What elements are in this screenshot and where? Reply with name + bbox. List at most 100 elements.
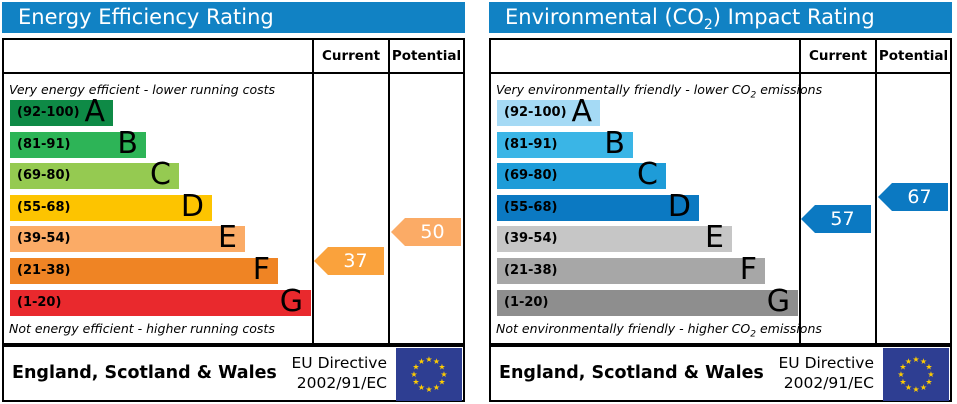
title-text-tail: ) Impact Rating [712,5,875,29]
band-range: (69-80) [504,168,558,183]
caption-subscript: 2 [750,90,757,101]
current-column-header: Current [321,48,381,64]
svg-text:★: ★ [410,370,417,379]
potential-column-header: Potential [878,48,949,64]
band-letter: E [218,220,237,255]
top-caption: Very environmentally friendly - lower CO… [496,82,822,101]
band-range: (81-91) [504,137,558,152]
band-f: (21-38) F [497,252,765,287]
band-g: (1-20) G [10,287,311,317]
band-letter: B [117,126,138,161]
band-b: (81-91) B [497,126,633,161]
band-range: (1-20) [504,295,549,310]
band-range: (55-68) [17,200,71,215]
header-row-divider [4,72,463,74]
eu-directive-line1: EU Directive [778,354,875,372]
column-divider [799,40,801,343]
eu-directive-label: EU Directive 2002/91/EC [779,353,875,393]
column-divider [312,40,314,343]
svg-text:★: ★ [438,378,445,387]
band-range: (1-20) [17,295,62,310]
svg-text:★: ★ [920,357,927,366]
region-label: England, Scotland & Wales [499,363,764,383]
band-letter: E [705,220,724,255]
band-range: (39-54) [17,231,71,246]
svg-text:★: ★ [927,370,934,379]
bottom-caption: Not environmentally friendly - higher CO… [496,321,822,340]
band-a: (92-100) A [10,94,113,129]
band-e: (39-54) E [497,220,732,255]
svg-text:★: ★ [897,370,904,379]
column-divider [875,40,877,343]
svg-text:★: ★ [912,385,919,394]
band-range: (55-68) [504,200,558,215]
band-c: (69-80) C [497,157,666,192]
band-d: (55-68) D [497,189,699,224]
band-d: (55-68) D [10,189,212,224]
band-b: (81-91) B [10,126,146,161]
potential-rating-value: 50 [420,221,445,243]
energy-panel-footer: England, Scotland & Wales EU Directive 2… [2,345,465,402]
eu-directive-label: EU Directive 2002/91/EC [292,353,388,393]
svg-text:★: ★ [425,355,432,364]
svg-text:★: ★ [905,357,912,366]
band-range: (21-38) [504,263,558,278]
band-range: (92-100) [17,105,80,120]
energy-panel-title: Energy Efficiency Rating [2,2,465,33]
svg-text:★: ★ [412,363,419,372]
title-text: Environmental (CO [505,5,704,29]
svg-text:★: ★ [925,363,932,372]
potential-column-header: Potential [391,48,462,64]
environmental-panel-footer: England, Scotland & Wales EU Directive 2… [489,345,952,402]
svg-text:★: ★ [418,383,425,392]
svg-text:★: ★ [433,383,440,392]
band-letter: C [637,157,658,192]
column-divider [388,40,390,343]
band-letter: A [571,94,592,129]
band-g: (1-20) G [497,284,798,319]
svg-text:★: ★ [912,355,919,364]
band-range: (69-80) [17,168,71,183]
caption-text-tail: emissions [755,321,822,336]
svg-text:★: ★ [905,383,912,392]
potential-rating-arrow: 50 [391,218,461,246]
band-range: (21-38) [17,263,71,278]
svg-text:★: ★ [425,385,432,394]
band-f: (21-38) F [10,252,278,287]
band-letter: F [739,252,757,287]
current-rating-value: 37 [343,250,368,272]
band-a: (92-100) A [497,94,600,129]
band-range: (81-91) [17,137,71,152]
eu-flag-icon: ★ ★★ ★★★ ★★★ ★★★ [883,348,949,401]
band-letter: D [667,189,691,224]
eu-directive-line2: 2002/91/EC [783,374,874,393]
title-subscript: 2 [703,17,713,34]
band-letter: A [84,94,105,129]
caption-subscript: 2 [750,329,756,340]
band-e: (39-54) E [10,220,245,255]
environmental-impact-panel: Environmental (CO2) Impact Rating Curren… [489,2,952,402]
potential-rating-arrow: 67 [878,183,948,211]
band-letter: F [252,252,270,287]
potential-rating-value: 67 [907,186,932,208]
current-rating-value: 57 [830,208,855,230]
caption-text: Not environmentally friendly - higher CO [496,321,751,336]
eu-directive-line1: EU Directive [291,354,388,372]
bottom-caption: Not energy efficient - higher running co… [9,321,275,340]
band-letter: D [180,189,204,224]
svg-text:★: ★ [418,357,425,366]
environmental-panel-title: Environmental (CO2) Impact Rating [489,2,952,33]
band-letter: B [604,126,625,161]
caption-text: Very energy efficient - lower running co… [9,82,276,97]
svg-text:★: ★ [925,378,932,387]
svg-text:★: ★ [438,363,445,372]
band-range: (39-54) [504,231,558,246]
svg-text:★: ★ [920,383,927,392]
energy-chart-table: Current Potential Very energy efficient … [2,38,465,345]
current-rating-arrow: 37 [314,247,384,275]
caption-text-tail: emissions [756,82,823,97]
environmental-chart-table: Current Potential Very environmentally f… [489,38,952,345]
band-letter: G [766,284,790,319]
energy-efficiency-panel: Energy Efficiency Rating Current Potenti… [2,2,465,402]
current-column-header: Current [808,48,868,64]
